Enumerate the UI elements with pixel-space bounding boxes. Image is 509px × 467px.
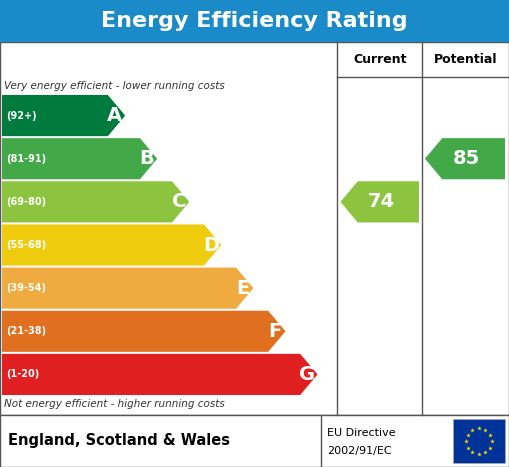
Text: D: D [203,235,219,255]
Text: G: G [299,365,315,384]
Text: (69-80): (69-80) [6,197,46,207]
Text: Potential: Potential [434,53,497,66]
Text: B: B [139,149,154,168]
Bar [0,0,509,42]
Text: Current: Current [353,53,407,66]
Text: (21-38): (21-38) [6,326,46,336]
Text: (92+): (92+) [6,111,37,120]
Text: (39-54): (39-54) [6,283,46,293]
Polygon shape [2,311,286,352]
Text: (55-68): (55-68) [6,240,46,250]
Polygon shape [341,181,419,222]
Bar [0,42,509,415]
Text: A: A [107,106,122,125]
Bar [0,415,509,467]
Polygon shape [2,225,221,266]
Text: F: F [268,322,281,341]
Polygon shape [2,354,318,395]
Text: Very energy efficient - lower running costs: Very energy efficient - lower running co… [4,81,225,91]
Polygon shape [2,95,125,136]
Text: England, Scotland & Wales: England, Scotland & Wales [8,433,230,448]
Text: E: E [236,279,250,297]
Text: (81-91): (81-91) [6,154,46,164]
Text: Energy Efficiency Rating: Energy Efficiency Rating [101,11,408,31]
Text: 2002/91/EC: 2002/91/EC [327,446,391,456]
Text: (1-20): (1-20) [6,369,39,379]
Text: EU Directive: EU Directive [327,428,395,438]
Text: C: C [172,192,186,212]
Bar [453,419,505,463]
Text: Not energy efficient - higher running costs: Not energy efficient - higher running co… [4,399,225,409]
Text: 74: 74 [368,192,395,212]
Polygon shape [2,138,157,179]
Polygon shape [2,268,253,309]
Polygon shape [2,181,189,222]
Text: 85: 85 [453,149,480,168]
Polygon shape [425,138,505,179]
